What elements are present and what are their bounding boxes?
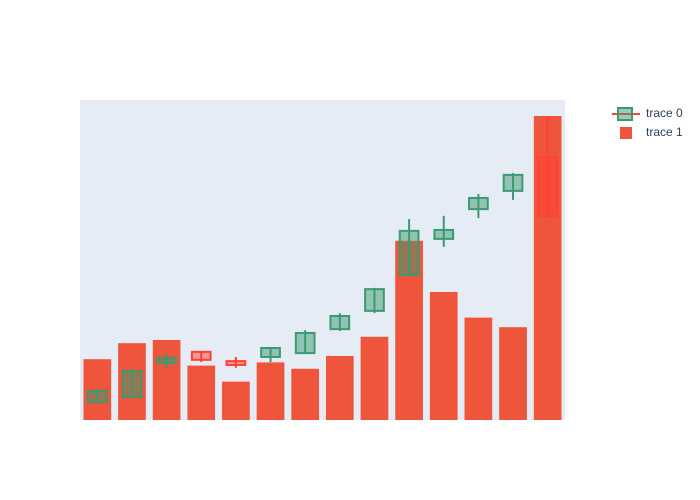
candle-body [121,370,143,398]
bar [291,368,320,420]
candle-body [468,196,489,211]
candle-body [156,356,177,365]
bar [499,327,527,420]
candle-body [260,347,281,358]
bar [222,381,250,420]
candle-body [502,173,524,192]
bar [152,340,181,420]
candle-body [433,228,455,240]
candle-body [329,315,351,331]
candle-body [294,331,316,355]
bar [256,362,285,420]
marks [83,116,562,420]
bar [429,292,458,420]
candle-body [537,155,559,217]
candle-body [398,229,420,277]
candle-body [225,360,247,366]
bar [360,336,389,420]
legend: trace 0 trace 1 [612,106,683,139]
bar [464,317,493,420]
legend-swatch [620,127,632,139]
bar [325,356,354,420]
bar [187,365,216,420]
candle-body [364,288,385,312]
candle-body [190,350,212,361]
candle-body [86,389,108,404]
legend-box [617,107,633,121]
legend-label: trace 1 [646,125,683,139]
legend-label: trace 0 [646,106,683,120]
